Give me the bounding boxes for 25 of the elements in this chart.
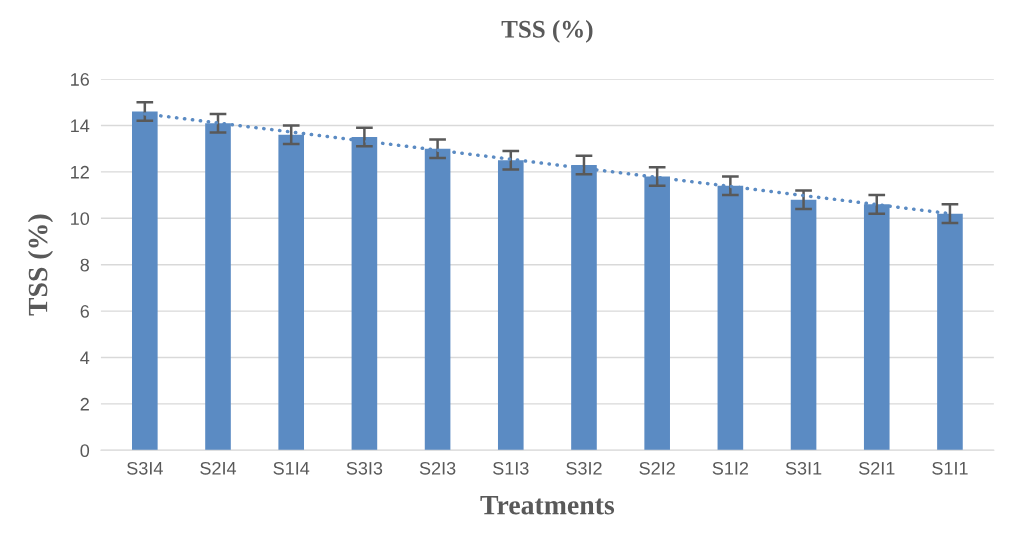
x-tick-label: S1I4 [273,461,310,475]
x-tick-label: S1I2 [712,461,749,475]
x-tick-label: S3I2 [566,461,602,475]
y-tick-label: 12 [71,165,89,179]
x-tick-label: S2I1 [859,461,895,475]
x-tick-label: S2I2 [639,461,675,475]
y-tick-label: 0 [80,444,90,458]
y-tick-label: 2 [80,397,89,411]
y-axis-title: TSS (%) [27,214,54,316]
y-tick-label: 8 [80,258,89,272]
bar [790,199,817,451]
x-tick-label: S1I1 [932,461,968,475]
y-tick-label: 16 [71,73,89,86]
x-tick-label: S3I4 [127,461,163,475]
x-axis-title: Treatments [480,496,615,515]
x-tick-label: S2I3 [419,461,456,475]
x-tick-label: S3I3 [346,461,383,475]
y-tick-label: 6 [80,305,89,318]
y-tick-label: 10 [71,212,90,226]
y-tick-label: 4 [80,351,90,365]
y-tick-label: 14 [71,119,90,133]
x-tick-label: S2I4 [200,461,237,475]
chart-title: TSS (%) [501,20,593,43]
x-tick-label: S3I1 [785,461,822,475]
x-tick-label: S1I3 [493,461,529,475]
